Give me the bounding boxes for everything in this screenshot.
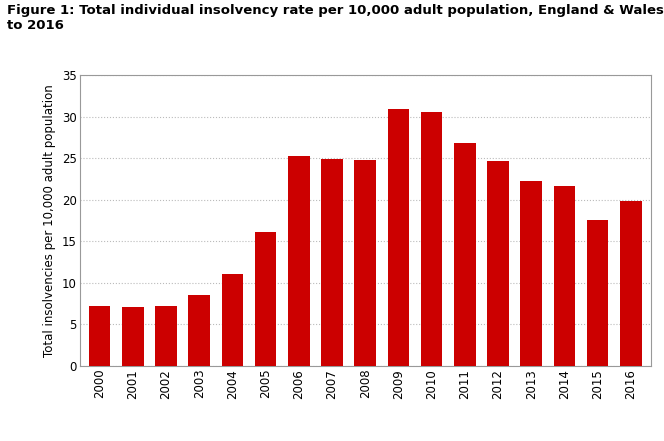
Bar — [554, 186, 575, 366]
Bar — [454, 143, 475, 366]
Bar — [355, 160, 376, 366]
Bar — [521, 180, 542, 366]
Bar — [288, 156, 309, 366]
Bar — [189, 295, 210, 366]
Bar — [122, 307, 143, 366]
Bar — [620, 202, 641, 366]
Bar — [487, 161, 509, 366]
Bar — [321, 159, 343, 366]
Bar — [388, 109, 409, 366]
Bar — [222, 274, 243, 366]
Bar — [421, 112, 442, 366]
Bar — [155, 306, 177, 366]
Y-axis label: Total insolvencies per 10,000 adult population: Total insolvencies per 10,000 adult popu… — [43, 84, 56, 357]
Bar — [587, 220, 608, 366]
Bar — [255, 232, 276, 366]
Text: Figure 1: Total individual insolvency rate per 10,000 adult population, England : Figure 1: Total individual insolvency ra… — [7, 4, 664, 32]
Bar — [89, 306, 110, 366]
